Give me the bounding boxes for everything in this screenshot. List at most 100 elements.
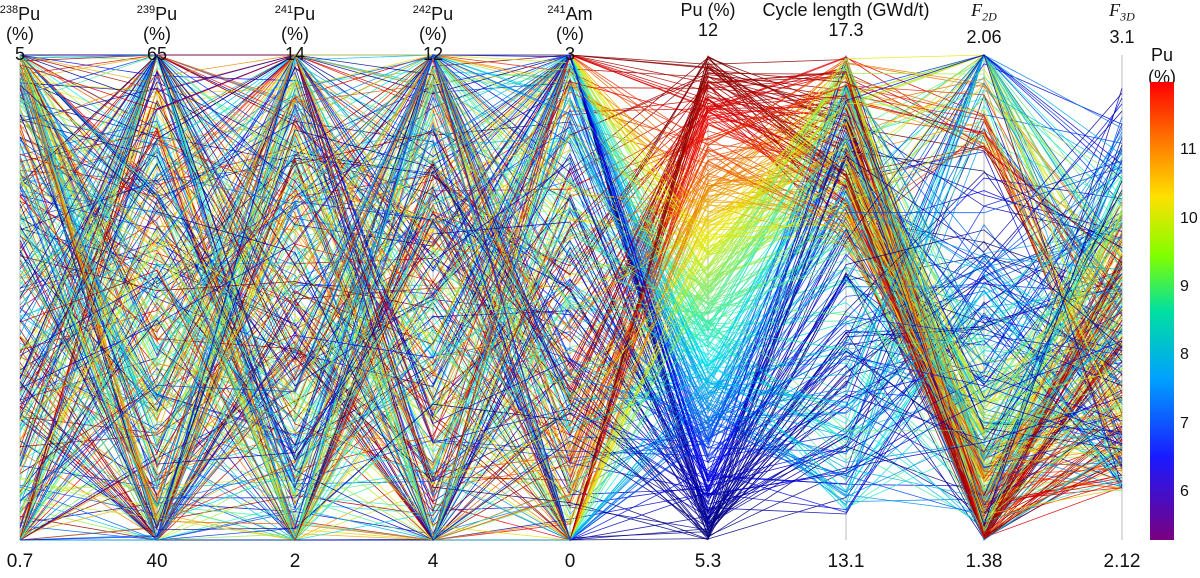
data-line [19,54,1123,541]
data-line [19,84,1123,541]
data-line [19,165,1123,541]
data-line [19,92,1123,528]
data-line [19,71,1123,487]
axis-isotope: 239 [136,4,156,16]
axis-header-4: 242Pu (%) 12 [413,0,453,64]
data-line [19,140,1123,462]
data-line [19,54,1123,461]
axis-isotope: 241 [547,4,566,16]
data-line [19,98,1123,542]
data-line [19,54,1123,516]
axis-min-label-3: 2 [289,551,301,572]
axis-header-1: 238Pu (%) 5 [0,0,40,64]
axis-min-label-4: 4 [427,551,439,572]
data-line [19,88,1123,501]
data-line [19,53,1123,541]
data-line [19,62,1123,541]
data-line [19,78,1123,541]
axis-isotope: 241 [274,4,294,16]
axis-max-label: 65 [146,44,168,64]
data-line [19,54,1123,502]
axis-name: Pu [293,4,316,24]
colorbar [1150,82,1174,540]
axis-name: F2D [971,0,997,24]
axis-name: Pu [18,4,41,24]
data-line [19,54,1123,542]
axis-header-9: F3D 3.1 [1109,0,1135,47]
data-line [19,54,1123,539]
data-line [19,88,1123,534]
axis-header-2: 239Pu (%) 65 [137,0,177,64]
colorbar-tick: 8 [1180,346,1189,364]
data-line [19,81,1123,540]
axis-header-6: Pu (%) 12 [680,0,735,40]
colorbar-title-name: Pu [1150,45,1174,65]
colorbar-tick: 6 [1180,483,1189,501]
axis-max-label: 3 [564,44,576,64]
colorbar-tick: 10 [1180,209,1198,227]
axis-min-label-2: 40 [146,551,168,572]
axis-header-5: 241Am (%) 3 [547,0,592,64]
data-line [19,161,1123,524]
axis-header-8: F2D 2.06 [966,0,1001,47]
axis-min-label-9: 2.12 [1103,551,1141,572]
axis-min-label-1: 0.7 [6,551,34,572]
data-line [19,54,1123,414]
data-line [19,54,1123,526]
axis-name: Am [565,4,593,24]
data-line [19,54,1123,404]
data-line [19,84,1123,524]
data-line [19,63,1123,533]
data-line [19,66,1123,541]
data-line [19,81,1123,504]
axis-max-label: 3.1 [1109,26,1135,47]
data-line [19,58,1123,461]
data-line [19,54,1123,541]
axis-unit: (%) [555,24,584,44]
data-line [19,53,1123,541]
axis-unit: (%) [418,24,447,44]
colorbar-tick: 9 [1180,278,1189,296]
axis-max-label: 2.06 [966,26,1002,47]
axis-min-label-8: 1.38 [965,551,1003,572]
data-line [19,54,1123,517]
axis-name: Pu [431,4,454,24]
data-line [19,54,1123,473]
data-line [19,77,1123,513]
axis-name: Cycle length (GWd/t) [762,0,930,20]
axis-header-3: 241Pu (%) 14 [275,0,315,64]
data-line [19,226,1123,541]
axis-max-label: 12 [422,44,444,64]
axis-name: F3D [1109,0,1135,24]
data-line [19,162,1123,509]
data-line [19,126,1123,469]
axis-header-7: Cycle length (GWd/t) 17.3 [762,0,929,40]
axis-unit: (%) [5,24,34,44]
data-line [19,67,1123,541]
axis-unit: (%) [142,24,171,44]
data-line [19,54,1123,541]
axis-isotope: 238 [0,4,19,16]
data-line [19,54,1123,497]
data-line [19,102,1123,494]
data-line [19,54,1123,394]
data-line [19,177,1123,541]
data-line [19,87,1123,493]
data-line [19,54,1123,497]
data-line [19,54,1123,524]
axis-name: Pu (%) [680,0,736,20]
data-line [19,53,1123,541]
data-line [19,90,1123,522]
axis-isotope: 242 [412,4,432,16]
data-line [19,54,1123,499]
colorbar-tick: 7 [1180,414,1189,432]
data-line [19,166,1123,423]
data-line [19,113,1123,505]
colorbar-tick: 11 [1180,141,1197,159]
data-line [19,53,1123,541]
data-line [19,65,1123,541]
data-lines [19,53,1123,542]
data-line [19,88,1123,527]
data-line [19,53,1123,537]
axis-max-label: 12 [697,20,719,40]
